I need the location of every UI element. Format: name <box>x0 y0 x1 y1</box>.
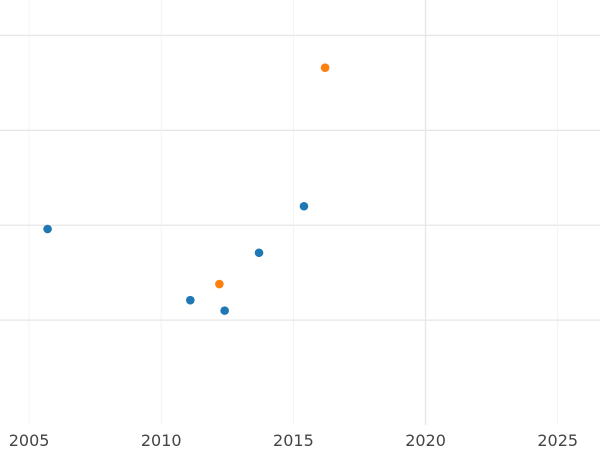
x-tick-label-2020: 2020 <box>405 431 446 450</box>
x-tick-label-2010: 2010 <box>141 431 182 450</box>
data-point-s1-1 <box>320 63 330 73</box>
data-point-s0-4 <box>299 201 309 211</box>
data-point-s0-2 <box>220 306 229 315</box>
x-tick-label-2005: 2005 <box>9 431 50 450</box>
x-axis-ticks: 2005 2010 2015 2020 2025 <box>9 431 578 450</box>
data-point-s1-0 <box>215 279 224 289</box>
grid-layer <box>0 0 600 425</box>
data-points <box>43 63 330 315</box>
data-point-s0-3 <box>254 248 264 258</box>
x-tick-label-2025: 2025 <box>537 431 578 450</box>
x-tick-label-2015: 2015 <box>273 431 314 450</box>
data-point-s0-1 <box>186 295 195 305</box>
data-point-s0-0 <box>43 224 52 234</box>
